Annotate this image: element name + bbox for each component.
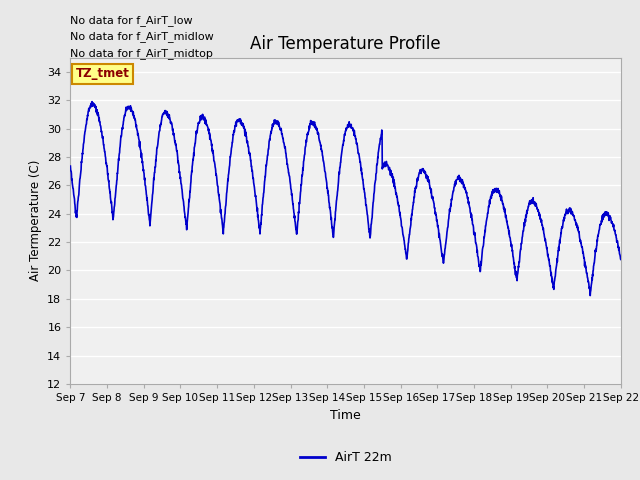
Text: No data for f_AirT_midtop: No data for f_AirT_midtop — [70, 48, 213, 59]
Text: No data for f_AirT_low: No data for f_AirT_low — [70, 15, 193, 26]
Legend: AirT 22m: AirT 22m — [295, 446, 396, 469]
Text: No data for f_AirT_midlow: No data for f_AirT_midlow — [70, 32, 214, 42]
X-axis label: Time: Time — [330, 408, 361, 421]
Y-axis label: Air Termperature (C): Air Termperature (C) — [29, 160, 42, 281]
Title: Air Temperature Profile: Air Temperature Profile — [250, 35, 441, 53]
Text: TZ_tmet: TZ_tmet — [76, 67, 130, 80]
